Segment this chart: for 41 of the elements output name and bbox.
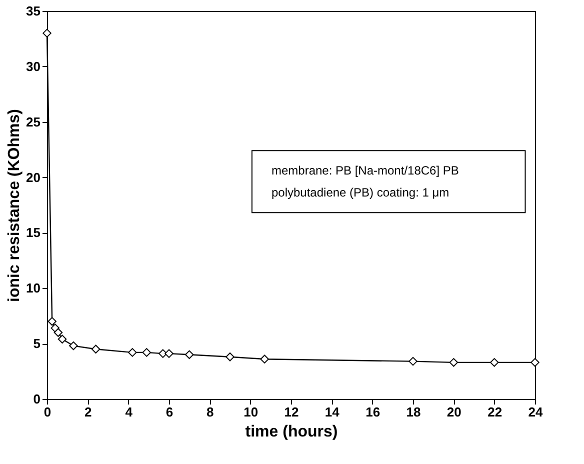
point [490, 358, 499, 367]
x-tick-label: 6 [166, 404, 174, 420]
point [142, 348, 152, 357]
y-tick-label: 35 [26, 4, 40, 18]
point [69, 341, 78, 350]
point [48, 317, 56, 326]
point [408, 356, 418, 366]
y-tick-label: 25 [26, 114, 40, 130]
y-tick-label: 30 [26, 58, 40, 74]
point [54, 328, 63, 337]
point [530, 358, 540, 367]
x-tick-label: 20 [446, 404, 462, 420]
point [164, 349, 174, 358]
x-tick-label: 14 [324, 404, 340, 420]
x-tick-label: 4 [125, 404, 134, 420]
point [260, 354, 269, 364]
x-tick-label: 8 [206, 404, 214, 420]
point [128, 348, 137, 357]
point [58, 334, 67, 344]
y-tick-label: 15 [26, 225, 40, 240]
point [91, 344, 100, 354]
point [449, 358, 458, 367]
x-tick-label: 2 [84, 404, 92, 420]
point [184, 350, 194, 360]
y-tick-label: 0 [33, 392, 40, 406]
x-tick-label: 12 [284, 404, 299, 420]
y-tick-label: 5 [33, 336, 40, 352]
y-tick-label: 20 [26, 170, 40, 185]
x-tick-label: 10 [244, 404, 258, 420]
annotation: membrane: PB [Na-mont/18C6] PB [271, 164, 459, 178]
x-axis-title: time (hours) [245, 424, 338, 440]
x-tick-label: 0 [44, 404, 52, 420]
y-axis-title: ionic resistance (KOhms) [6, 109, 24, 302]
annotation: polybutadiene (PB) coating: 1 μm [271, 186, 450, 200]
point [42, 28, 52, 38]
x-tick-label: 24 [528, 404, 544, 420]
x-tick-label: 16 [366, 404, 380, 420]
point [226, 352, 234, 362]
x-tick-label: 18 [406, 404, 421, 420]
y-tick-label: 10 [26, 280, 40, 296]
x-tick-label: 22 [488, 404, 502, 420]
